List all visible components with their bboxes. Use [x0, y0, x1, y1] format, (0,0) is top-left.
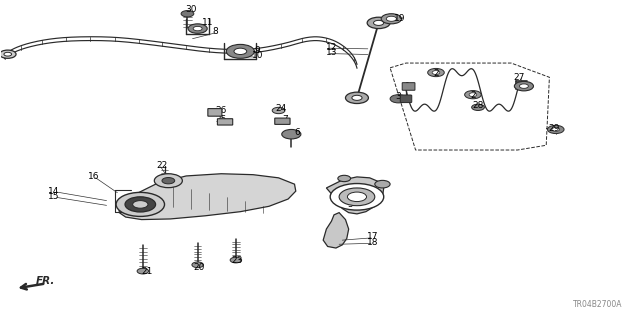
Text: 19: 19: [394, 14, 405, 23]
FancyBboxPatch shape: [208, 108, 222, 116]
Circle shape: [515, 81, 534, 91]
Text: 2: 2: [433, 69, 439, 78]
Circle shape: [352, 95, 362, 100]
Circle shape: [367, 17, 390, 29]
Circle shape: [348, 192, 367, 202]
Text: 12: 12: [326, 43, 337, 52]
Text: 21: 21: [141, 267, 152, 276]
Circle shape: [132, 201, 148, 208]
Circle shape: [330, 183, 384, 210]
Text: 23: 23: [232, 256, 243, 265]
Circle shape: [339, 188, 375, 206]
Polygon shape: [323, 213, 349, 248]
Polygon shape: [326, 177, 384, 214]
Text: 27: 27: [513, 73, 525, 82]
Polygon shape: [119, 174, 296, 219]
Circle shape: [465, 91, 481, 99]
Circle shape: [234, 48, 246, 55]
Text: 30: 30: [186, 5, 197, 14]
Circle shape: [381, 14, 401, 24]
Text: 9: 9: [255, 46, 260, 55]
Text: 11: 11: [202, 19, 213, 27]
Text: 29: 29: [549, 124, 560, 133]
Circle shape: [390, 95, 406, 103]
Text: 14: 14: [48, 187, 60, 196]
Circle shape: [547, 125, 564, 134]
Text: 26: 26: [216, 106, 227, 115]
Text: 1: 1: [405, 82, 411, 91]
Text: 28: 28: [472, 100, 484, 110]
Text: TR04B2700A: TR04B2700A: [573, 300, 623, 309]
Text: 8: 8: [212, 27, 218, 36]
Text: 3: 3: [395, 93, 401, 101]
Text: 4: 4: [348, 195, 353, 204]
Circle shape: [428, 69, 444, 77]
Circle shape: [432, 70, 440, 74]
Circle shape: [469, 93, 477, 97]
Text: 15: 15: [48, 192, 60, 201]
FancyBboxPatch shape: [275, 118, 290, 124]
Text: 2: 2: [470, 91, 476, 100]
Text: 17: 17: [367, 233, 378, 241]
Circle shape: [192, 262, 204, 268]
Circle shape: [374, 20, 384, 26]
Circle shape: [0, 50, 16, 58]
Circle shape: [375, 180, 390, 188]
Circle shape: [282, 130, 301, 139]
Text: 6: 6: [295, 128, 301, 137]
Circle shape: [552, 128, 559, 131]
Circle shape: [154, 174, 182, 188]
Text: 25: 25: [216, 115, 227, 124]
Text: 5: 5: [348, 200, 353, 209]
Circle shape: [387, 16, 396, 21]
Circle shape: [125, 197, 156, 212]
Circle shape: [472, 104, 484, 110]
Circle shape: [137, 268, 148, 274]
FancyBboxPatch shape: [218, 119, 233, 125]
Circle shape: [338, 175, 351, 182]
Circle shape: [188, 24, 207, 33]
Circle shape: [272, 107, 285, 114]
Text: 24: 24: [275, 104, 286, 113]
Circle shape: [181, 11, 194, 17]
Circle shape: [116, 192, 164, 216]
Circle shape: [162, 178, 175, 184]
Text: 13: 13: [326, 48, 337, 57]
Text: 18: 18: [367, 238, 378, 247]
Text: 22: 22: [156, 161, 168, 170]
Circle shape: [4, 52, 12, 56]
Text: 10: 10: [252, 51, 263, 60]
Text: FR.: FR.: [36, 276, 55, 286]
FancyBboxPatch shape: [400, 95, 412, 103]
Circle shape: [193, 26, 202, 31]
Circle shape: [346, 92, 369, 104]
Circle shape: [230, 257, 242, 263]
Text: 7: 7: [282, 115, 288, 124]
Text: 20: 20: [193, 263, 205, 271]
Circle shape: [520, 84, 529, 88]
Circle shape: [227, 44, 254, 58]
FancyBboxPatch shape: [402, 83, 415, 90]
Text: 16: 16: [88, 172, 100, 182]
